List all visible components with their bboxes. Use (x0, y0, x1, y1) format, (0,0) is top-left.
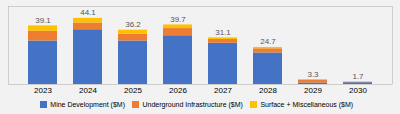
svg-text:3.3: 3.3 (307, 70, 319, 79)
html-text:Underground Infrastructure ($M: Underground Infrastructure ($M) (142, 100, 243, 108)
svg-text:2028: 2028 (259, 86, 277, 95)
svg-text:2027: 2027 (214, 86, 232, 95)
svg-text:1.7: 1.7 (352, 72, 364, 81)
html-text:Surface + Miscellaneous ($M): Surface + Miscellaneous ($M) (260, 100, 354, 108)
svg-text:39.7: 39.7 (170, 15, 186, 24)
svg-text:24.7: 24.7 (260, 37, 276, 46)
svg-text:2026: 2026 (169, 86, 187, 95)
svg-text:39.1: 39.1 (35, 16, 51, 25)
svg-text:2030: 2030 (349, 86, 367, 95)
svg-text:36.2: 36.2 (125, 20, 141, 29)
svg-text:2029: 2029 (304, 86, 322, 95)
svg-text:2025: 2025 (124, 86, 142, 95)
svg-text:2023: 2023 (34, 86, 52, 95)
svg-text:44.1: 44.1 (80, 8, 96, 17)
svg-text:31.1: 31.1 (215, 28, 231, 37)
html-text:Mine Development ($M): Mine Development ($M) (50, 100, 125, 108)
svg-text:2024: 2024 (79, 86, 97, 95)
